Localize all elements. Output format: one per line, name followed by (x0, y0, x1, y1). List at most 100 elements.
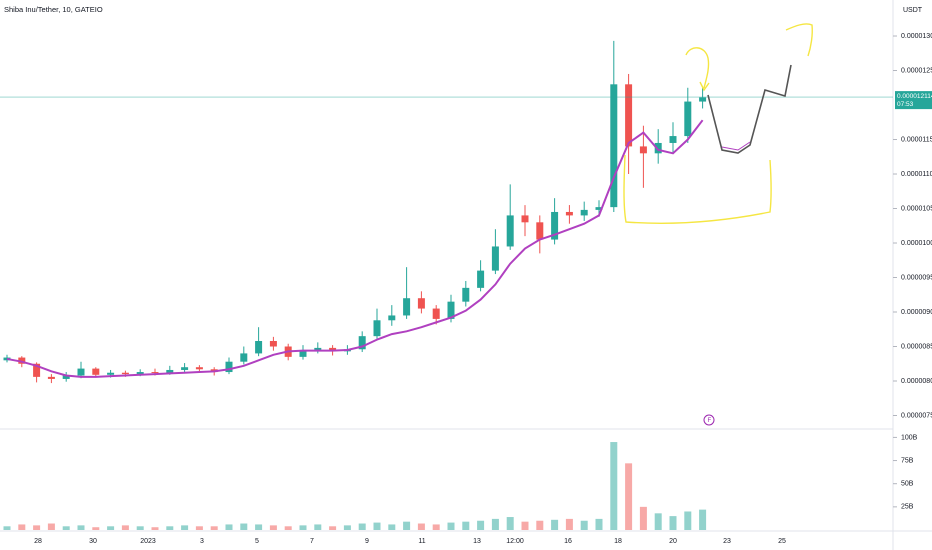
candle-body (669, 136, 677, 143)
candle-body (107, 372, 115, 375)
volume-bar (580, 520, 588, 530)
last-price-box (895, 91, 932, 110)
y-tick-label: 0.0000090000 (901, 309, 932, 316)
candle-body (462, 287, 470, 302)
candle-body (388, 315, 396, 321)
x-tick-label: 20 (669, 538, 677, 545)
y-tick-label: 0.0000085000 (901, 343, 932, 350)
volume-bar (3, 526, 11, 530)
candle-body (299, 349, 307, 357)
x-tick-label: 9 (365, 538, 369, 545)
volume-bar (269, 525, 277, 530)
x-tick-label: 2023 (140, 538, 156, 545)
volume-bar (77, 525, 85, 530)
volume-bar (536, 520, 544, 530)
candle-body (536, 222, 544, 240)
candle-body (403, 298, 411, 316)
currency: USDT (903, 7, 923, 14)
candle-body (77, 368, 85, 376)
x-tick-label: 30 (89, 538, 97, 545)
candle-body (506, 215, 514, 247)
candle-body (121, 372, 129, 375)
x-tick-label: 18 (614, 538, 622, 545)
volume-bar (491, 518, 499, 530)
candle-body (639, 146, 647, 154)
volume-bar (62, 526, 70, 530)
candle-body (684, 101, 692, 137)
volume-bar (551, 519, 559, 530)
volume-tick-label: 50B (901, 481, 914, 488)
x-tick-label: 13 (473, 538, 481, 545)
y-tick-label: 0.0000100000 (901, 240, 932, 247)
volume-bar (195, 526, 203, 530)
candle-body (595, 207, 603, 210)
volume-bar (33, 525, 41, 530)
candle-body (521, 215, 529, 223)
x-tick-label: 16 (564, 538, 572, 545)
moving-average (6, 119, 704, 378)
x-tick-label: 11 (418, 538, 425, 545)
volume-bar (225, 524, 233, 530)
candle-body (477, 270, 485, 288)
candle-body (610, 84, 618, 208)
volume-bar (521, 521, 529, 530)
y-tick-label: 0.0000075000 (901, 412, 932, 419)
candle-body (195, 367, 203, 370)
candle-body (314, 347, 322, 350)
volume-bar (462, 521, 470, 530)
candle-body (62, 375, 70, 379)
candle-body (225, 361, 233, 373)
volume-bar (477, 520, 485, 530)
volume-bar (121, 525, 129, 530)
volume-bar (565, 518, 573, 530)
candle-body (181, 367, 189, 370)
volume-bar (299, 525, 307, 530)
candle-body (432, 308, 440, 319)
volume-bar (107, 526, 115, 530)
volume-bar (403, 521, 411, 530)
y-tick-label: 0.0000110000 (901, 171, 932, 178)
volume-bar (684, 511, 692, 530)
volume-bar (373, 522, 381, 530)
candle-body (166, 369, 174, 373)
candle-body (447, 301, 455, 319)
volume-bar (669, 516, 677, 530)
volume-bar (314, 524, 322, 530)
volume-bar (166, 526, 174, 530)
volume-bar (284, 526, 292, 530)
volume-bar (654, 513, 662, 530)
volume-bar (210, 526, 218, 530)
y-tick-label: 0.0000115000 (901, 136, 932, 143)
y-tick-label: 0.0000080000 (901, 378, 932, 385)
chart-title: Shiba Inu/Tether, 10, GATEIO (4, 5, 103, 14)
volume-bar (432, 524, 440, 530)
candle-body (33, 363, 41, 377)
candle-body (269, 340, 277, 347)
candle-body (47, 376, 55, 379)
candle-body (136, 372, 144, 375)
volume-bar (92, 527, 100, 530)
candle-body (551, 211, 559, 240)
annotation-bracket (623, 154, 772, 224)
candle-body (240, 353, 248, 362)
y-tick-label: 0.0000130000 (901, 33, 932, 40)
candle-body (329, 347, 337, 352)
volume-bar (595, 518, 603, 530)
x-tick-label: 23 (723, 538, 731, 545)
volume-bar (639, 506, 647, 530)
volume-bar (18, 524, 26, 530)
volume-tick-label: 25B (901, 504, 914, 511)
candle-body (491, 246, 499, 271)
candle-body (92, 368, 100, 375)
x-tick-label: 12:00 (506, 538, 524, 545)
marks (0, 40, 893, 530)
volume-bar (343, 525, 351, 530)
candle-body (625, 84, 633, 147)
event-icon[interactable] (703, 414, 715, 426)
volume-bar (47, 523, 55, 530)
x-tick-label: 5 (255, 538, 259, 545)
y-tick-label: 0.0000105000 (901, 205, 932, 212)
volume-tick-label: 100B (901, 434, 918, 441)
volume-tick-label: 75B (901, 457, 914, 464)
candle-body (151, 372, 159, 374)
